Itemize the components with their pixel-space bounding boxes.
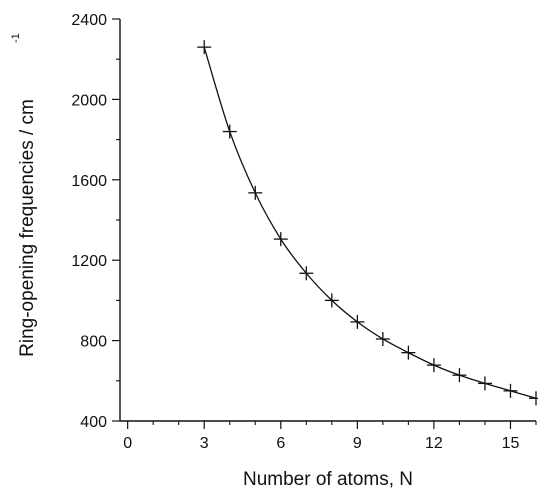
x-tick-label: 6 <box>276 435 285 452</box>
data-point-marker <box>350 315 364 329</box>
data-point-marker <box>376 332 390 346</box>
x-tick-label: 15 <box>502 435 520 452</box>
y-tick-label: 1600 <box>71 173 107 190</box>
data-point-marker <box>248 186 262 200</box>
x-tick-label: 0 <box>123 435 132 452</box>
data-point-marker <box>401 346 415 360</box>
y-tick-label: 1200 <box>71 253 107 270</box>
curve-layer <box>204 47 536 398</box>
y-tick-label: 400 <box>80 414 107 431</box>
data-point-marker <box>452 368 466 382</box>
y-tick-label: 800 <box>80 334 107 351</box>
axes <box>120 19 536 421</box>
y-tick-label: 2400 <box>71 12 107 29</box>
ticks: 0 3 6 9 12 15 400 800 1200 1600 2000 2400 <box>71 12 536 452</box>
x-tick-label: 9 <box>353 435 362 452</box>
data-point-marker <box>427 358 441 372</box>
y-axis-label-group: Ring-opening frequencies / cm -1 <box>10 33 38 357</box>
x-tick-label: 12 <box>425 435 443 452</box>
x-tick-label: 3 <box>200 435 209 452</box>
data-point-marker <box>197 40 211 54</box>
markers <box>197 40 538 405</box>
data-point-marker <box>274 232 288 246</box>
data-point-marker <box>529 391 538 405</box>
data-point-marker <box>503 384 517 398</box>
series-line <box>204 47 536 398</box>
data-point-marker <box>478 376 492 390</box>
y-tick-label: 2000 <box>71 92 107 109</box>
y-axis-label-superscript: -1 <box>10 33 22 43</box>
y-axis-label: Ring-opening frequencies / cm <box>17 99 38 357</box>
data-point-marker <box>223 125 237 139</box>
x-axis-label: Number of atoms, N <box>243 469 413 490</box>
